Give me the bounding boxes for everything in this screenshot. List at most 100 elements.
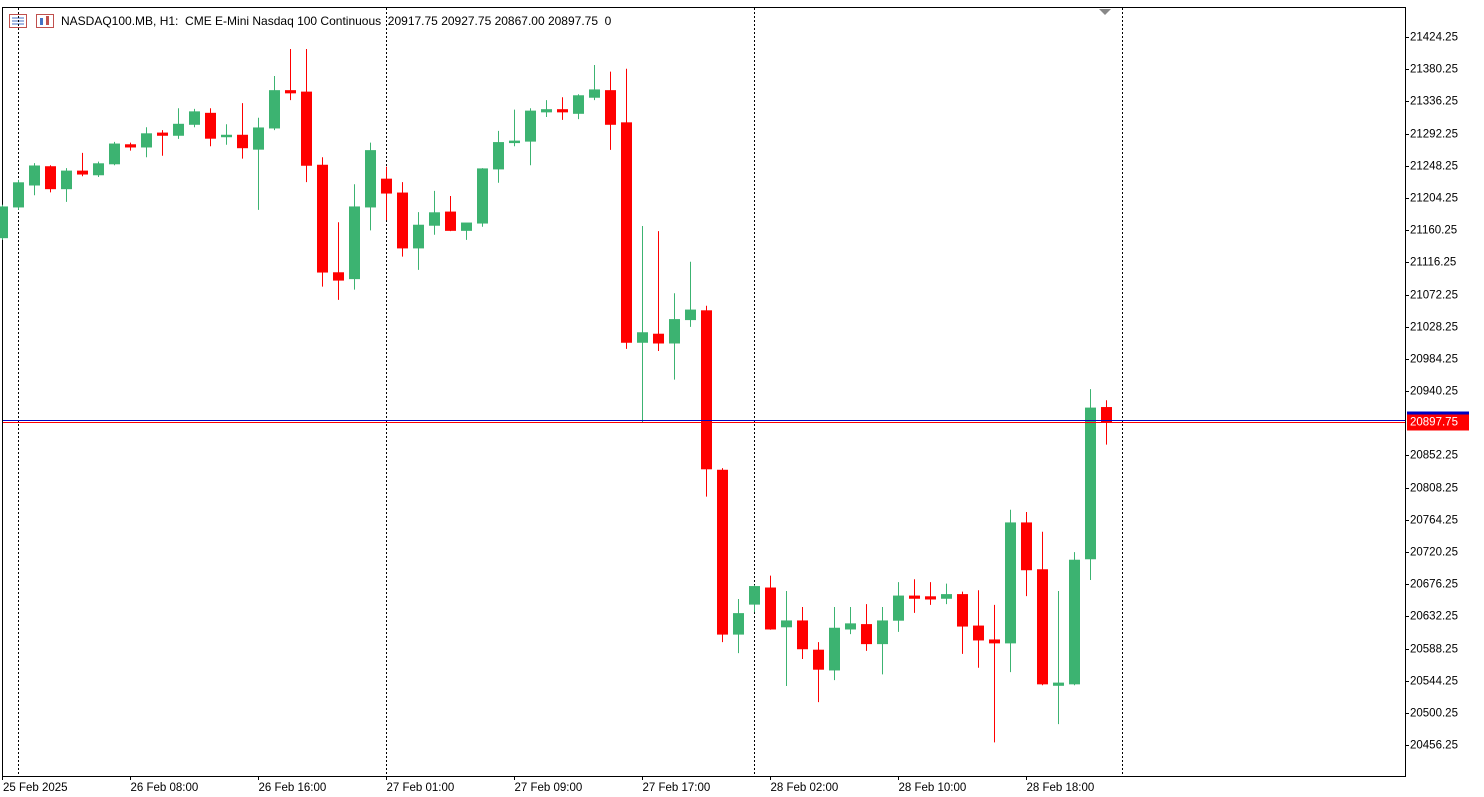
candle-body — [765, 587, 776, 630]
y-tick-label: 20808.25 — [1410, 483, 1458, 495]
candle-body — [733, 613, 744, 635]
candle-body — [141, 133, 152, 148]
y-tick-label: 20588.25 — [1410, 644, 1458, 656]
candle-body — [109, 143, 120, 165]
candle-body — [1005, 522, 1016, 644]
icon — [36, 14, 54, 28]
candle-body — [125, 144, 136, 148]
candle-body — [1053, 682, 1064, 686]
candle-body — [605, 90, 616, 125]
candle-body — [13, 182, 24, 208]
candle-body — [1085, 407, 1096, 560]
candle-body — [861, 624, 872, 645]
candle-body — [0, 206, 8, 239]
candle-body — [365, 150, 376, 208]
candle-body — [1069, 559, 1080, 685]
y-tick-label: 20720.25 — [1410, 547, 1458, 559]
y-tick-label: 21204.25 — [1410, 193, 1458, 205]
y-tick-label: 21248.25 — [1410, 161, 1458, 173]
candle-body — [189, 111, 200, 125]
candle-body — [829, 627, 840, 671]
candle-body — [637, 332, 648, 343]
candle-body — [77, 170, 88, 175]
candle-body — [525, 110, 536, 142]
candle-body — [301, 91, 312, 166]
candle-body — [205, 112, 216, 139]
x-tick-label: 27 Feb 09:00 — [515, 782, 583, 794]
candle-body — [237, 134, 248, 149]
x-tick-label: 28 Feb 02:00 — [771, 782, 839, 794]
candle-body — [381, 178, 392, 194]
candle-body — [253, 127, 264, 150]
candle-body — [509, 140, 520, 144]
x-tick-label: 25 Feb 2025 — [3, 782, 68, 794]
candle-body — [413, 224, 424, 249]
y-tick-label: 21292.25 — [1410, 129, 1458, 141]
y-tick-label: 21072.25 — [1410, 290, 1458, 302]
candle-body — [669, 319, 680, 344]
candle-body — [989, 639, 1000, 644]
y-tick-label: 20984.25 — [1410, 354, 1458, 366]
candle-body — [909, 595, 920, 599]
candle-body — [781, 620, 792, 628]
y-tick-label: 20852.25 — [1410, 450, 1458, 462]
last-price-box — [1407, 414, 1469, 431]
y-tick-label: 20500.25 — [1410, 708, 1458, 720]
candle-body — [845, 623, 856, 630]
last-price-label: 20897.75 — [1410, 417, 1458, 429]
x-tick-label: 26 Feb 08:00 — [131, 782, 199, 794]
candle-body — [333, 272, 344, 281]
candle-body — [285, 90, 296, 94]
candle-body — [1101, 407, 1112, 423]
x-tick-label: 28 Feb 18:00 — [1027, 782, 1095, 794]
candle-body — [541, 109, 552, 113]
y-tick-label: 20456.25 — [1410, 740, 1458, 752]
y-tick-label: 20940.25 — [1410, 386, 1458, 398]
candle-body — [653, 333, 664, 344]
candle-body — [813, 649, 824, 670]
candle-body — [461, 222, 472, 231]
candle-body — [157, 132, 168, 136]
candle-body — [685, 309, 696, 321]
candle-body — [557, 109, 568, 113]
y-tick-label: 21116.25 — [1410, 257, 1456, 269]
candle-body — [349, 206, 360, 280]
candle-body — [717, 469, 728, 635]
candle-body — [573, 95, 584, 114]
y-tick-label: 21336.25 — [1410, 96, 1458, 108]
candle-body — [749, 586, 760, 605]
candle-body — [957, 594, 968, 627]
candle-body — [701, 310, 712, 470]
candle-body — [493, 142, 504, 170]
candle-body — [397, 192, 408, 249]
y-tick-label: 21424.25 — [1410, 32, 1458, 44]
x-tick-label: 26 Feb 16:00 — [259, 782, 327, 794]
candle-body — [621, 122, 632, 343]
candle-body — [429, 212, 440, 226]
candle-body — [45, 166, 56, 190]
candle-body — [925, 596, 936, 600]
candle-body — [973, 625, 984, 641]
candle-body — [1037, 569, 1048, 685]
y-tick-label: 20544.25 — [1410, 676, 1458, 688]
y-tick-label: 20764.25 — [1410, 515, 1458, 527]
x-tick-label: 27 Feb 17:00 — [643, 782, 711, 794]
y-tick-label: 21380.25 — [1410, 64, 1458, 76]
candle-body — [93, 163, 104, 176]
chart-title: NASDAQ100.MB, H1: CME E-Mini Nasdaq 100 … — [61, 14, 612, 28]
x-tick-label: 28 Feb 10:00 — [899, 782, 967, 794]
candle-body — [941, 594, 952, 599]
candle-body — [589, 89, 600, 98]
candle-body — [317, 164, 328, 273]
shift-marker — [1099, 9, 1111, 15]
x-tick-label: 27 Feb 01:00 — [387, 782, 455, 794]
icon — [46, 16, 49, 25]
candle-body — [877, 620, 888, 645]
y-tick-label: 20632.25 — [1410, 611, 1458, 623]
candle-body — [221, 134, 232, 138]
icon — [40, 18, 43, 25]
candle-body — [893, 595, 904, 621]
candle-body — [445, 211, 456, 231]
